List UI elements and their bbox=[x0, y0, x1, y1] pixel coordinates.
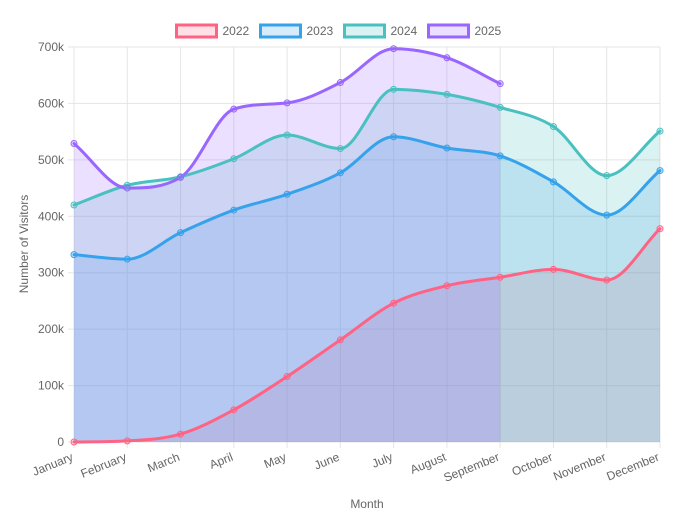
y-tick-label: 100k bbox=[38, 379, 65, 393]
data-point-2022[interactable] bbox=[603, 276, 611, 284]
x-tick-label: January bbox=[30, 450, 75, 479]
x-axis-ticks: January February March April May June July Augu… bbox=[30, 450, 661, 485]
x-tick-label: May bbox=[262, 450, 288, 471]
data-point-2023[interactable] bbox=[603, 211, 611, 219]
data-point-2025[interactable] bbox=[70, 139, 78, 147]
data-point-2022[interactable] bbox=[496, 273, 504, 281]
series-points bbox=[70, 45, 664, 446]
data-point-2025[interactable] bbox=[390, 45, 398, 53]
data-point-2024[interactable] bbox=[336, 145, 344, 153]
data-point-2024[interactable] bbox=[496, 103, 504, 111]
x-tick-label: February bbox=[79, 450, 129, 481]
data-point-2023[interactable] bbox=[177, 229, 185, 237]
data-point-2022[interactable] bbox=[336, 336, 344, 344]
legend-swatch bbox=[427, 23, 470, 39]
data-point-2024[interactable] bbox=[603, 172, 611, 180]
data-point-2022[interactable] bbox=[177, 430, 185, 438]
x-tick-label: March bbox=[146, 450, 182, 475]
x-tick-label: September bbox=[442, 450, 502, 485]
area-fill-2022 bbox=[74, 228, 660, 442]
y-tick-label: 200k bbox=[38, 322, 65, 336]
data-point-2024[interactable] bbox=[230, 155, 238, 163]
data-point-2023[interactable] bbox=[443, 144, 451, 152]
legend-item-2025[interactable]: 2025 bbox=[427, 23, 502, 39]
data-point-2025[interactable] bbox=[443, 54, 451, 62]
y-axis-ticks: 0 100k 200k 300k 400k 500k 600k 700k bbox=[38, 40, 65, 449]
legend-item-2023[interactable]: 2023 bbox=[259, 23, 334, 39]
y-tick-label: 300k bbox=[38, 266, 65, 280]
data-point-2023[interactable] bbox=[70, 251, 78, 259]
data-point-2023[interactable] bbox=[549, 178, 557, 186]
data-point-2024[interactable] bbox=[656, 127, 664, 135]
legend-label: 2022 bbox=[223, 24, 250, 38]
legend-label: 2025 bbox=[475, 24, 502, 38]
series-lines bbox=[72, 47, 662, 444]
series-line-2022 bbox=[72, 227, 662, 444]
data-point-2022[interactable] bbox=[390, 299, 398, 307]
data-point-2022[interactable] bbox=[443, 282, 451, 290]
x-tick-label: December bbox=[605, 450, 662, 484]
chart-grid bbox=[68, 46, 661, 448]
area-fill-2024 bbox=[74, 89, 660, 443]
legend-label: 2024 bbox=[391, 24, 418, 38]
series-line-2025 bbox=[72, 47, 502, 190]
x-axis-title: Month bbox=[350, 497, 383, 511]
data-point-2023[interactable] bbox=[283, 190, 291, 198]
series-areas bbox=[74, 48, 660, 443]
data-point-2024[interactable] bbox=[443, 90, 451, 98]
data-point-2025[interactable] bbox=[336, 79, 344, 87]
data-point-2025[interactable] bbox=[123, 184, 131, 192]
data-point-2025[interactable] bbox=[177, 173, 185, 181]
data-point-2022[interactable] bbox=[230, 406, 238, 414]
data-point-2022[interactable] bbox=[283, 373, 291, 381]
chart-legend: 2022 2023 2024 2025 bbox=[175, 23, 502, 39]
x-tick-label: October bbox=[510, 450, 555, 479]
y-axis-title: Number of Visitors bbox=[17, 195, 31, 293]
series-line-2023 bbox=[72, 135, 662, 261]
legend-swatch bbox=[343, 23, 386, 39]
area-fill-2023 bbox=[74, 136, 660, 442]
y-tick-label: 0 bbox=[57, 435, 64, 449]
data-point-2024[interactable] bbox=[283, 131, 291, 139]
data-point-2025[interactable] bbox=[283, 99, 291, 107]
data-point-2024[interactable] bbox=[390, 85, 398, 93]
y-tick-label: 400k bbox=[38, 209, 65, 223]
legend-label: 2023 bbox=[307, 24, 334, 38]
data-point-2023[interactable] bbox=[390, 133, 398, 141]
x-tick-label: July bbox=[370, 450, 395, 471]
data-point-2022[interactable] bbox=[549, 265, 557, 273]
legend-swatch bbox=[259, 23, 302, 39]
y-tick-label: 700k bbox=[38, 40, 65, 54]
data-point-2022[interactable] bbox=[656, 225, 664, 233]
data-point-2025[interactable] bbox=[496, 80, 504, 88]
data-point-2025[interactable] bbox=[230, 105, 238, 113]
data-point-2023[interactable] bbox=[123, 255, 131, 263]
data-point-2023[interactable] bbox=[336, 169, 344, 177]
data-point-2023[interactable] bbox=[230, 206, 238, 214]
data-point-2023[interactable] bbox=[656, 167, 664, 175]
x-tick-label: June bbox=[312, 450, 342, 473]
area-fill-2025 bbox=[74, 48, 501, 442]
legend-item-2022[interactable]: 2022 bbox=[175, 23, 250, 39]
data-point-2023[interactable] bbox=[496, 152, 504, 160]
legend-item-2024[interactable]: 2024 bbox=[343, 23, 418, 39]
x-tick-label: April bbox=[207, 450, 235, 472]
data-point-2022[interactable] bbox=[70, 438, 78, 446]
data-point-2022[interactable] bbox=[123, 437, 131, 445]
x-tick-label: November bbox=[551, 450, 608, 484]
y-tick-label: 600k bbox=[38, 96, 65, 110]
y-tick-label: 500k bbox=[38, 153, 65, 167]
data-point-2024[interactable] bbox=[70, 201, 78, 209]
data-point-2024[interactable] bbox=[549, 123, 557, 131]
legend-swatch bbox=[175, 23, 218, 39]
